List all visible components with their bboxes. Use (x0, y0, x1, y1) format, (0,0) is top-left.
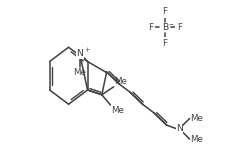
Text: −: − (168, 22, 173, 27)
Text: B: B (162, 23, 168, 32)
Text: Me: Me (73, 68, 86, 77)
Text: N: N (176, 124, 183, 133)
Text: Me: Me (111, 106, 124, 115)
Text: Me: Me (114, 77, 127, 86)
Text: F: F (162, 7, 168, 16)
Text: F: F (162, 39, 168, 48)
Text: Me: Me (190, 135, 203, 144)
Text: F: F (177, 23, 182, 32)
Text: N: N (76, 49, 83, 58)
Text: Me: Me (190, 114, 203, 123)
Text: F: F (148, 23, 153, 32)
Text: +: + (84, 47, 90, 53)
